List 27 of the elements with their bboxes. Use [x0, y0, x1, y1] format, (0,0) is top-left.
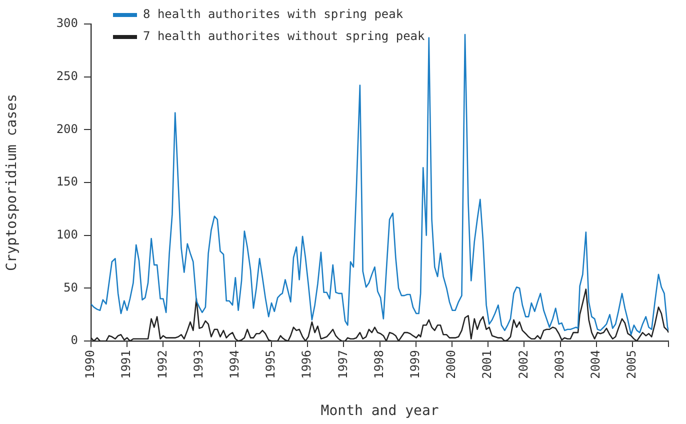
x-tick-label: 2005 — [624, 350, 639, 379]
y-tick-label: 300 — [56, 16, 78, 30]
x-axis-title: Month and year — [320, 403, 439, 420]
legend-label: 8 health authorites with spring peak — [143, 7, 404, 22]
y-tick-label: 50 — [64, 280, 78, 294]
x-tick-label: 1994 — [228, 350, 242, 379]
y-tick-label: 250 — [56, 68, 78, 83]
x-tick-label: 1990 — [83, 350, 98, 379]
y-tick-label: 0 — [70, 333, 78, 348]
x-tick-label: 1999 — [408, 350, 422, 379]
x-tick-label: 2003 — [552, 350, 566, 379]
x-tick-label: 1991 — [119, 350, 134, 379]
x-tick-label: 1996 — [300, 350, 314, 379]
x-tick-label: 2001 — [480, 350, 494, 379]
legend-label: 7 health authorites without spring peak — [143, 29, 426, 44]
x-tick-label: 2002 — [516, 350, 530, 379]
x-tick-label: 1995 — [264, 350, 278, 379]
y-tick-label: 150 — [56, 174, 78, 189]
x-tick-label: 1997 — [336, 350, 350, 379]
x-tick-label: 2000 — [444, 350, 458, 379]
y-tick-label: 100 — [56, 227, 78, 242]
x-tick-label: 1992 — [155, 350, 170, 379]
x-tick-label: 1993 — [191, 350, 206, 379]
y-axis-title: Cryptosporidium cases — [4, 94, 20, 272]
y-tick-label: 200 — [56, 122, 78, 136]
x-tick-label: 2004 — [588, 350, 603, 379]
x-tick-label: 1998 — [372, 350, 386, 379]
